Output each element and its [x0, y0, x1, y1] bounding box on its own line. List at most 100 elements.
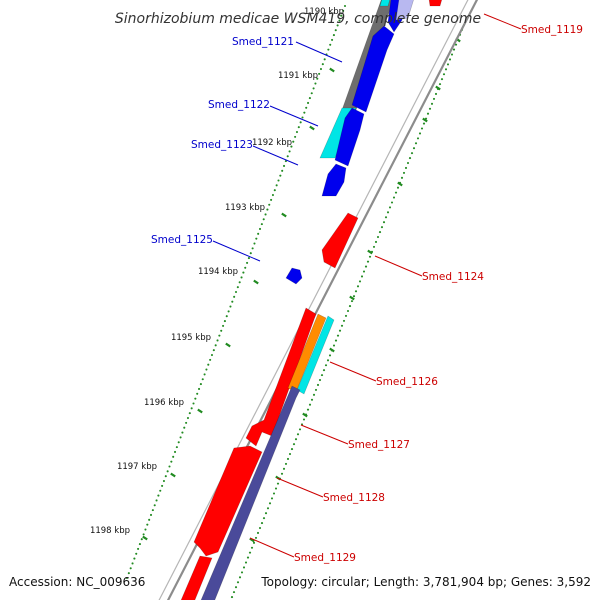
inner-tick-dot — [229, 305, 232, 308]
outer-tick-dot — [378, 231, 382, 234]
inner-tick-dot — [314, 82, 317, 85]
outer-tick-dot — [420, 127, 424, 130]
inner-tick-dot — [186, 416, 190, 420]
inner-tick-dot — [242, 271, 245, 274]
inner-tick-dot — [210, 353, 214, 357]
inner-tick-dot — [255, 237, 258, 240]
callout-line — [295, 41, 343, 63]
outer-tick-dot — [274, 487, 278, 490]
outer-tick-dot — [354, 290, 358, 293]
inner-tick-dot — [334, 29, 337, 32]
inner-tick-dot — [262, 218, 265, 221]
outer-tick-dash — [249, 537, 255, 543]
outer-tick-dot — [430, 102, 434, 105]
inner-tick-dot — [138, 543, 141, 546]
outer-tick-dot — [388, 206, 392, 209]
kbp-label: 1190 kbp — [304, 7, 344, 17]
inner-tick-dot — [199, 383, 202, 386]
outer-tick-dash — [367, 249, 373, 255]
outer-tick-dot — [448, 58, 452, 61]
inner-tick-dot — [192, 402, 195, 405]
inner-tick-dot — [151, 509, 154, 512]
outer-tick-dot — [266, 507, 270, 510]
gene-block-smed-1129 — [193, 445, 263, 557]
inner-tick-dot — [153, 504, 156, 507]
inner-tick-dot — [222, 324, 225, 327]
kbp-label: 1194 kbp — [198, 267, 238, 277]
gene-label-smed-1119: Smed_1119 — [521, 24, 583, 36]
inner-tick-dot — [205, 368, 208, 371]
outer-tick-dot — [412, 147, 416, 150]
outer-tick-dot — [400, 176, 404, 179]
outer-tick-dot — [338, 329, 342, 332]
inner-tick-dot — [196, 392, 199, 395]
outer-tick-dash — [397, 181, 403, 187]
inner-tick-dot — [321, 63, 324, 66]
inner-tick-dot — [166, 470, 169, 473]
outer-tick-dot — [256, 531, 260, 534]
outer-tick-dot — [426, 112, 430, 115]
outer-tick-dot — [382, 221, 386, 224]
inner-tick-dash — [197, 408, 203, 414]
inner-tick-dot — [188, 412, 191, 415]
inner-tick-dot — [172, 455, 175, 458]
inner-tick-dot — [292, 140, 295, 143]
topology-text: Topology: circular; Length: 3,781,904 bp… — [260, 575, 591, 589]
inner-tick-dot — [318, 72, 321, 75]
outer-tick-dot — [268, 502, 272, 505]
kbp-label: 1196 kbp — [144, 398, 184, 408]
inner-tick-dash — [329, 67, 335, 73]
inner-tick-dot — [251, 247, 254, 250]
outer-tick-dot — [454, 43, 458, 46]
outer-tick-dot — [230, 596, 234, 599]
inner-tick-dot — [181, 431, 184, 434]
inner-tick-dot — [179, 436, 182, 439]
inner-tick-dot — [310, 92, 313, 95]
inner-tick-dot — [281, 169, 284, 172]
outer-tick-dot — [350, 300, 354, 303]
backbone-layer — [158, 0, 479, 600]
outer-tick-dot — [284, 462, 288, 465]
inner-tick-dot — [223, 320, 226, 323]
inner-tick-dash — [225, 342, 231, 348]
outer-tick-dot — [254, 536, 258, 539]
accession-text: Accession: NC_009636 — [9, 575, 145, 589]
outer-tick-dot — [364, 265, 368, 268]
inner-tick-dot — [307, 101, 310, 104]
outer-tick-dot — [306, 408, 310, 411]
callout-line — [276, 477, 324, 498]
outer-tick-dot — [240, 571, 244, 574]
outer-tick-dot — [264, 512, 268, 515]
inner-tick-dot — [209, 358, 212, 361]
inner-tick-dot — [133, 557, 136, 560]
outer-tick-dot — [452, 48, 456, 51]
outer-tick-dot — [314, 388, 318, 391]
outer-tick-dot — [238, 576, 242, 579]
outer-tick-dot — [276, 482, 280, 485]
gene-block-smed-1127 — [245, 307, 317, 447]
outer-tick-dot — [438, 83, 442, 86]
inner-tick-dot — [340, 14, 343, 17]
inner-tick-dot — [198, 387, 201, 390]
outer-tick-dot — [392, 196, 396, 199]
inner-tick-dot — [299, 121, 302, 124]
outer-tick-dot — [280, 472, 284, 475]
inner-tick-dot — [288, 150, 291, 153]
gene-block-smed-1119 — [428, 0, 443, 7]
kbp-label: 1198 kbp — [90, 526, 130, 536]
inner-tick-dot — [218, 334, 221, 337]
outer-tick-dot — [292, 443, 296, 446]
inner-tick-dot — [207, 363, 210, 366]
inner-tick-dash — [309, 125, 315, 131]
outer-tick-dash — [422, 117, 428, 123]
outer-tick-dot — [390, 201, 394, 204]
outer-tick-dash — [329, 347, 335, 353]
outer-tick-dot — [242, 566, 246, 569]
outer-tick-dot — [366, 260, 370, 263]
outer-tick-dot — [328, 354, 332, 357]
inner-tick-dot — [244, 266, 247, 269]
outer-tick-dot — [318, 379, 322, 382]
callout-line — [212, 240, 261, 262]
gene-block-smed-1128 — [200, 385, 301, 600]
outer-tick-dot — [244, 561, 248, 564]
